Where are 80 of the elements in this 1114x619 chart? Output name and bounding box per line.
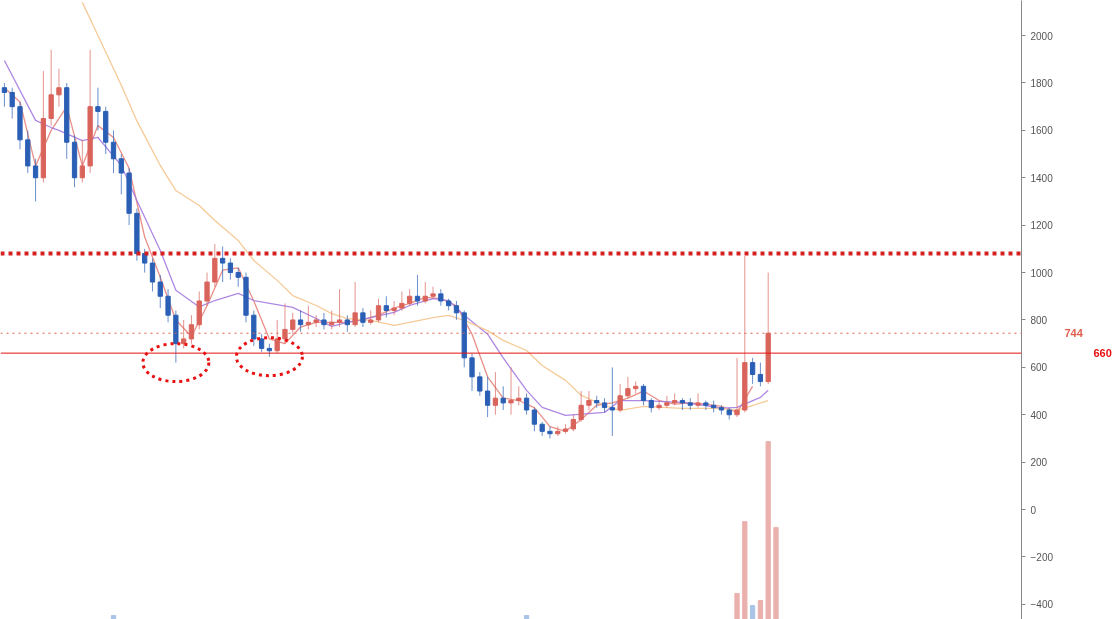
bar (765, 441, 771, 619)
candlestick (586, 390, 592, 411)
bar (110, 614, 117, 619)
candlestick (640, 383, 647, 406)
ref-line-label: 744 (1064, 327, 1084, 340)
candlestick (32, 158, 39, 202)
candlestick (110, 129, 117, 174)
candlestick (95, 87, 101, 131)
candlestick (321, 312, 327, 330)
candlestick (297, 309, 304, 333)
y-tick-label: −200 (1030, 551, 1054, 563)
y-tick-label: 1600 (1030, 125, 1054, 137)
candlestick (149, 257, 156, 293)
candlestick (196, 291, 202, 330)
candlestick (625, 376, 631, 399)
y-tick-label: 200 (1030, 457, 1048, 469)
candlestick (734, 357, 740, 418)
candlestick (484, 376, 491, 418)
y-tick-label: 1400 (1030, 172, 1054, 184)
candlestick (391, 300, 397, 316)
bar (757, 600, 764, 619)
candlestick (1, 82, 8, 108)
y-tick-label: 800 (1030, 314, 1048, 326)
candlestick (578, 390, 584, 423)
candlestick (79, 139, 85, 183)
candlestick (757, 362, 764, 387)
bar (749, 605, 756, 619)
candlestick (609, 366, 615, 437)
candlestick (656, 400, 662, 411)
y-tick-label: −400 (1030, 599, 1054, 611)
ref-line-label: 660 (1093, 347, 1112, 360)
candlestick (336, 288, 343, 328)
candlestick (118, 153, 124, 195)
candlestick (695, 392, 701, 409)
candlestick (227, 257, 234, 281)
candlestick (749, 357, 756, 385)
y-tick-label: 2000 (1030, 30, 1054, 42)
candlestick (329, 309, 335, 330)
candlestick (430, 286, 436, 300)
candlestick (469, 352, 475, 392)
candlestick (383, 295, 389, 319)
y-tick-label: 1000 (1030, 267, 1054, 279)
candlestick (212, 243, 218, 288)
candlestick (219, 245, 226, 283)
candlestick (251, 309, 257, 347)
y-tick-label: 1200 (1030, 220, 1054, 232)
candlestick (438, 288, 444, 307)
bar (773, 527, 779, 619)
y-tick-label: 600 (1030, 362, 1048, 374)
candlestick (492, 371, 499, 416)
candlestick (204, 272, 210, 307)
candlestick (399, 291, 405, 311)
candlestick (523, 392, 530, 416)
candlestick (477, 371, 483, 397)
candlestick (56, 68, 62, 108)
candlestick (414, 274, 421, 307)
candlestick (531, 407, 538, 432)
candlestick (453, 300, 460, 321)
y-tick-label: 0 (1030, 504, 1037, 516)
bar (734, 592, 740, 619)
bar (742, 521, 748, 619)
candlestick (500, 385, 506, 411)
candlestick (516, 385, 522, 406)
y-tick-label: 400 (1030, 409, 1048, 421)
candlestick (547, 426, 553, 439)
candlestick (360, 307, 366, 328)
candlestick (48, 49, 54, 127)
candlestick (235, 267, 241, 288)
candlestick (617, 383, 623, 413)
candlestick (142, 248, 148, 274)
candlestick (157, 274, 163, 309)
candlestick (9, 87, 15, 120)
candlestick (422, 281, 428, 304)
candlestick (664, 395, 670, 409)
candlestick (375, 298, 382, 323)
candlestick (352, 281, 358, 328)
y-tick-label: 1800 (1030, 77, 1054, 89)
bar (523, 614, 530, 619)
candlestick (508, 366, 514, 416)
candlestick (165, 288, 171, 323)
